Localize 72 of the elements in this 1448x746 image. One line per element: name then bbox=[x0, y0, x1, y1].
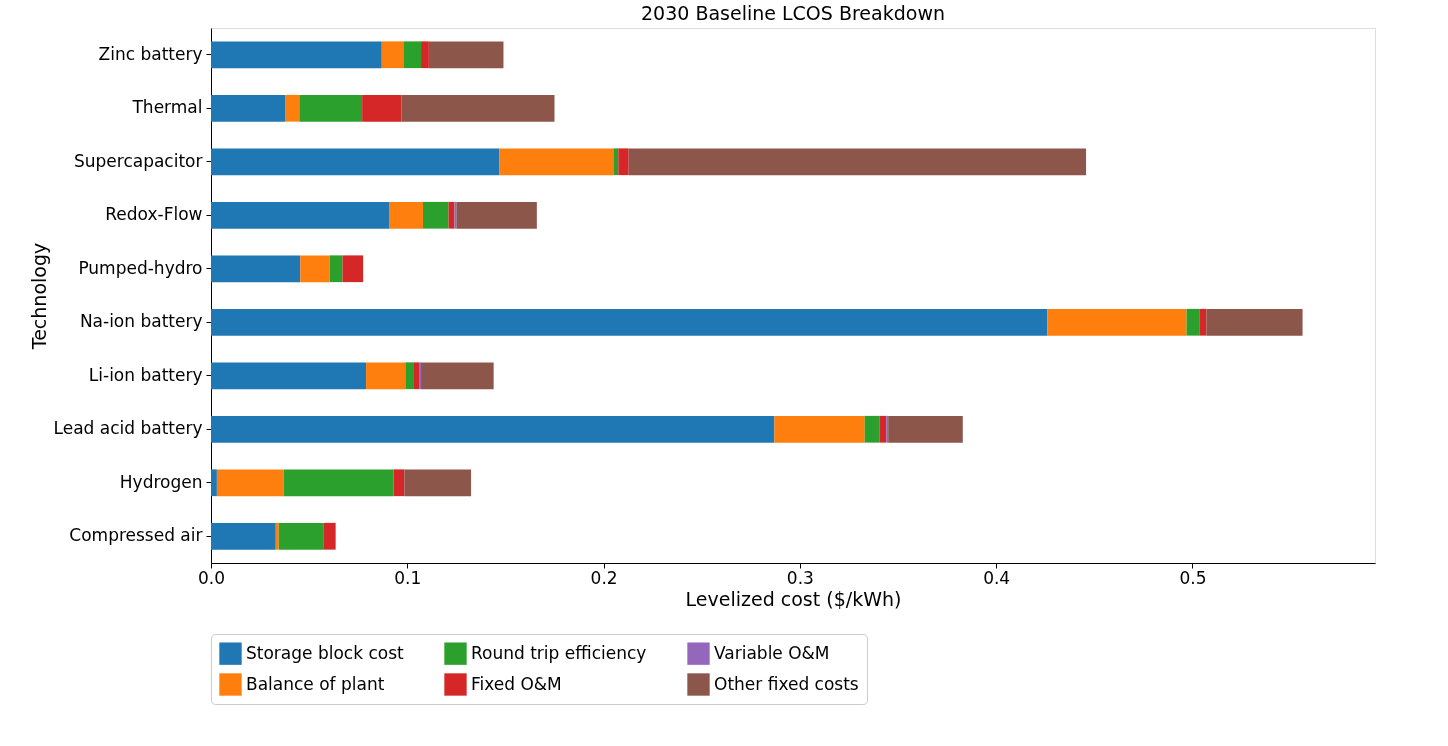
y-axis-title: Technology bbox=[27, 242, 50, 351]
legend-label: Fixed O&M bbox=[471, 673, 562, 694]
bar bbox=[283, 469, 394, 497]
bar bbox=[381, 41, 404, 69]
bar bbox=[278, 522, 324, 550]
bar bbox=[275, 522, 279, 550]
bar bbox=[628, 148, 1087, 176]
y-tick-label: Hydrogen bbox=[119, 471, 203, 492]
y-tick-label: Zinc battery bbox=[98, 43, 203, 64]
x-tick-label: 0.3 bbox=[786, 567, 814, 588]
bar bbox=[211, 415, 775, 443]
bar bbox=[211, 362, 367, 390]
bar bbox=[285, 94, 300, 122]
y-tick-label: Lead acid battery bbox=[53, 418, 203, 439]
bar bbox=[888, 415, 963, 443]
bar bbox=[774, 415, 865, 443]
x-tick-label: 0.0 bbox=[197, 567, 226, 588]
bar bbox=[389, 201, 423, 229]
bar bbox=[1186, 308, 1200, 336]
bar bbox=[323, 522, 336, 550]
bar bbox=[421, 362, 494, 390]
bar bbox=[403, 41, 422, 69]
bar bbox=[211, 308, 1048, 336]
bar bbox=[879, 415, 887, 443]
bar bbox=[1047, 308, 1187, 336]
bar bbox=[211, 255, 301, 283]
bar bbox=[456, 201, 537, 229]
bar bbox=[300, 255, 330, 283]
bar bbox=[613, 148, 619, 176]
bar bbox=[211, 41, 382, 69]
bar bbox=[422, 201, 449, 229]
bar bbox=[211, 522, 276, 550]
bar bbox=[405, 362, 414, 390]
y-tick-label: Na-ion battery bbox=[79, 311, 203, 332]
x-tick-label: 0.1 bbox=[394, 567, 422, 588]
legend-label: Variable O&M bbox=[714, 642, 830, 663]
bar bbox=[499, 148, 614, 176]
legend-label: Other fixed costs bbox=[714, 673, 859, 694]
y-tick-label: Compressed air bbox=[69, 525, 203, 546]
y-tick-label: Pumped-hydro bbox=[78, 257, 203, 278]
x-axis-title: Levelized cost ($/kWh) bbox=[685, 587, 902, 610]
bar bbox=[421, 41, 429, 69]
bar bbox=[299, 94, 363, 122]
legend-label: Round trip efficiency bbox=[471, 642, 647, 663]
y-tick-label: Redox-Flow bbox=[105, 204, 203, 225]
bar bbox=[413, 362, 420, 390]
legend-label: Balance of plant bbox=[246, 673, 385, 694]
bar bbox=[1199, 308, 1207, 336]
y-tick-label: Supercapacitor bbox=[73, 150, 203, 171]
chart-title: 2030 Baseline LCOS Breakdown bbox=[641, 2, 945, 24]
bar bbox=[216, 469, 284, 497]
bar bbox=[211, 201, 390, 229]
bar bbox=[864, 415, 880, 443]
x-tick-label: 0.5 bbox=[1179, 567, 1207, 588]
x-tick-label: 0.2 bbox=[590, 567, 618, 588]
bar bbox=[366, 362, 406, 390]
x-tick-label: 0.4 bbox=[983, 567, 1011, 588]
legend-label: Storage block cost bbox=[246, 642, 405, 663]
bar bbox=[211, 94, 286, 122]
bar bbox=[342, 255, 364, 283]
y-tick-label: Li-ion battery bbox=[88, 364, 203, 385]
bar bbox=[1206, 308, 1303, 336]
bar bbox=[329, 255, 343, 283]
bar bbox=[362, 94, 402, 122]
bar bbox=[428, 41, 504, 69]
bar bbox=[393, 469, 405, 497]
bar bbox=[211, 148, 500, 176]
y-tick-label: Thermal bbox=[131, 97, 203, 118]
bar bbox=[401, 94, 555, 122]
bar bbox=[211, 469, 217, 497]
bar bbox=[618, 148, 629, 176]
bar bbox=[404, 469, 472, 497]
